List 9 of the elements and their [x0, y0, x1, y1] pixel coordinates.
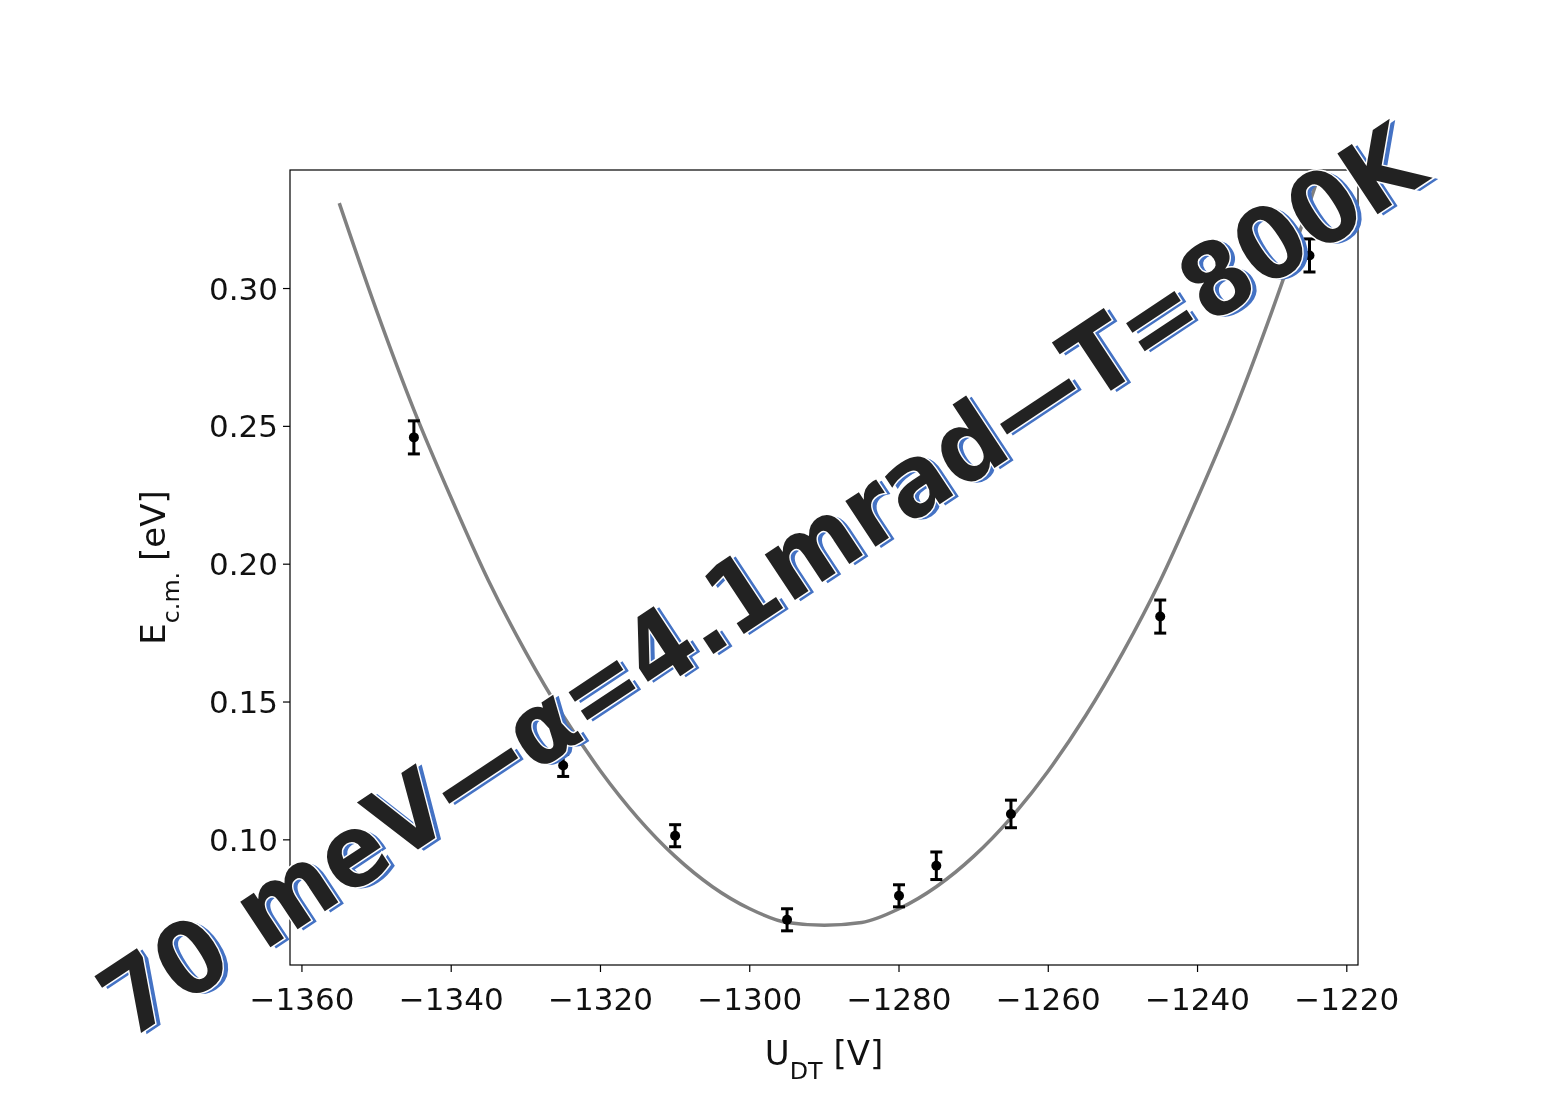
x-tick-label: −1280 [846, 981, 952, 1017]
x-tick-label: −1320 [548, 981, 653, 1017]
x-tick-label: −1340 [398, 981, 504, 1017]
x-tick-label: −1240 [1145, 981, 1250, 1017]
x-tick-label: −1300 [697, 981, 803, 1017]
x-tick-label: −1220 [1294, 981, 1400, 1017]
x-axis-title: U$_{DT}$ [V] [764, 1033, 884, 1085]
x-tick-label: −1260 [995, 981, 1101, 1017]
x-tick-label: −1360 [249, 981, 355, 1017]
